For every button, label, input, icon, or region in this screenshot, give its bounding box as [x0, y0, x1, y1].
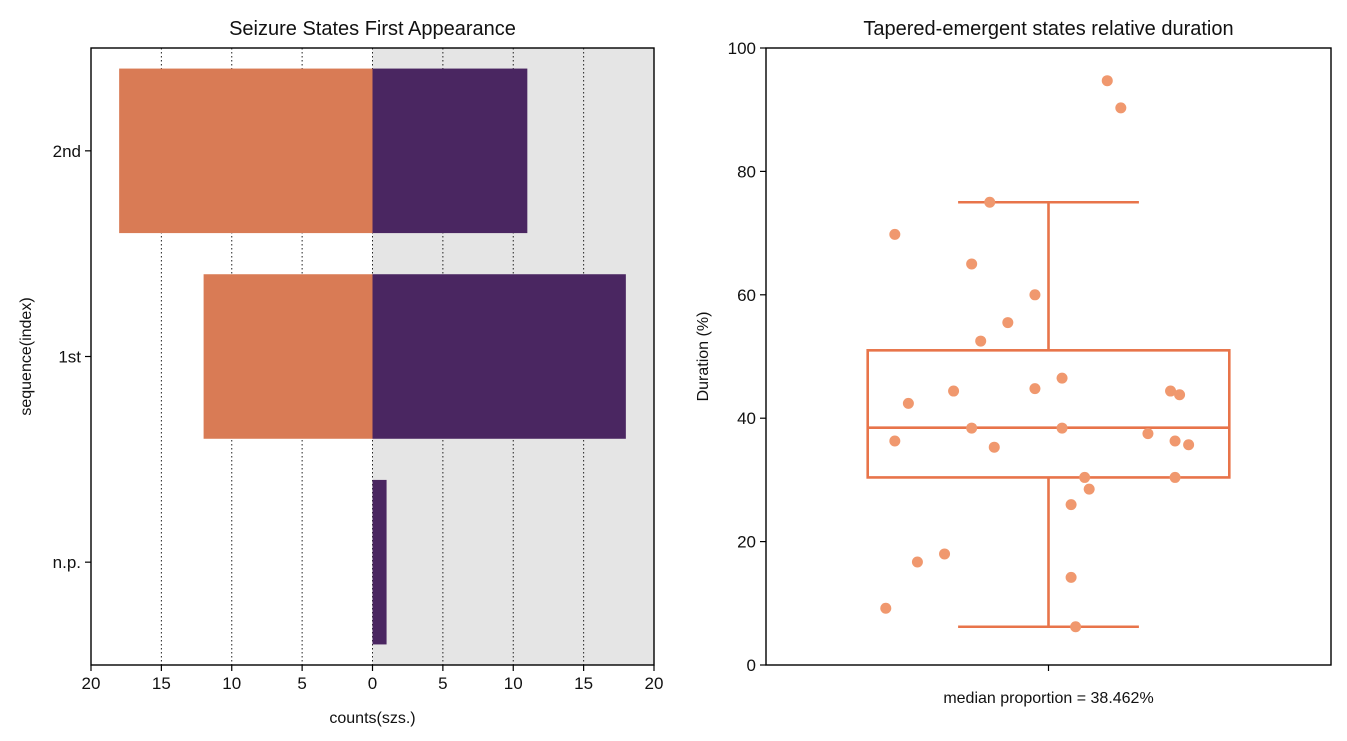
data-point [948, 385, 960, 397]
box-iqr [866, 349, 1231, 479]
data-point [1083, 483, 1095, 495]
data-point [1029, 383, 1041, 395]
bar-right-1 [372, 274, 626, 439]
x-tick-label: 0 [368, 674, 377, 693]
chart-title: Seizure States First Appearance [229, 18, 516, 40]
chart-relative-duration: 0 20 40 60 80 100 Tapered-emergent states rela… [695, 18, 1332, 707]
data-point [939, 548, 951, 560]
x-tick-label: 5 [438, 674, 447, 693]
data-point [1079, 471, 1091, 483]
y-tick-label: 100 [728, 39, 756, 58]
x-tick-label: 5 [297, 674, 306, 693]
data-point [880, 602, 892, 614]
data-point [1174, 389, 1186, 401]
data-point [1056, 372, 1068, 384]
data-point [1002, 317, 1014, 329]
x-tick-label: 20 [645, 674, 664, 693]
x-tick-label: 15 [574, 674, 593, 693]
x-tick-label: 15 [152, 674, 171, 693]
data-point [902, 397, 914, 409]
data-point [1056, 422, 1068, 434]
y-tick-label: 60 [737, 286, 756, 305]
chart-seizure-first-appearance: 20 15 10 5 0 5 10 15 20 2nd 1st n.p. Seizure States … [18, 18, 663, 727]
bar-left-0 [119, 68, 373, 234]
data-point [1183, 439, 1195, 451]
chart-title: Tapered-emergent states relative duratio… [863, 18, 1233, 40]
y-tick-label: n.p. [53, 553, 81, 572]
data-point [911, 556, 923, 568]
y-tick-label: 80 [737, 162, 756, 181]
data-point [889, 228, 901, 240]
data-point [1169, 435, 1181, 447]
data-point [975, 335, 987, 347]
data-point [1165, 385, 1177, 397]
data-point [1115, 102, 1127, 114]
data-point [966, 258, 978, 270]
y-tick-label: 2nd [53, 142, 81, 161]
bar-right-2 [372, 479, 387, 645]
data-point [1070, 621, 1082, 633]
x-tick-label: 20 [82, 674, 101, 693]
data-point [1169, 471, 1181, 483]
data-point [984, 196, 996, 208]
data-point [988, 441, 1000, 453]
x-tick-label: 10 [222, 674, 241, 693]
data-point [889, 435, 901, 447]
data-point [1142, 428, 1154, 440]
y-axis-label: Duration (%) [695, 312, 712, 402]
y-tick-label: 40 [737, 409, 756, 428]
data-point [1101, 75, 1113, 87]
data-point [966, 422, 978, 434]
x-tick-label: 10 [504, 674, 523, 693]
bar-left-1 [203, 274, 373, 439]
x-axis-label: median proportion = 38.462% [943, 690, 1153, 707]
y-tick-label: 1st [58, 348, 81, 367]
y-axis-label: sequence(index) [18, 297, 35, 415]
y-tick-label: 0 [747, 656, 756, 675]
bar-right-0 [372, 68, 528, 234]
data-point [1065, 499, 1077, 511]
x-axis-label: counts(szs.) [329, 710, 415, 727]
data-point [1065, 571, 1077, 583]
data-point [1029, 289, 1041, 301]
y-tick-label: 20 [737, 533, 756, 552]
